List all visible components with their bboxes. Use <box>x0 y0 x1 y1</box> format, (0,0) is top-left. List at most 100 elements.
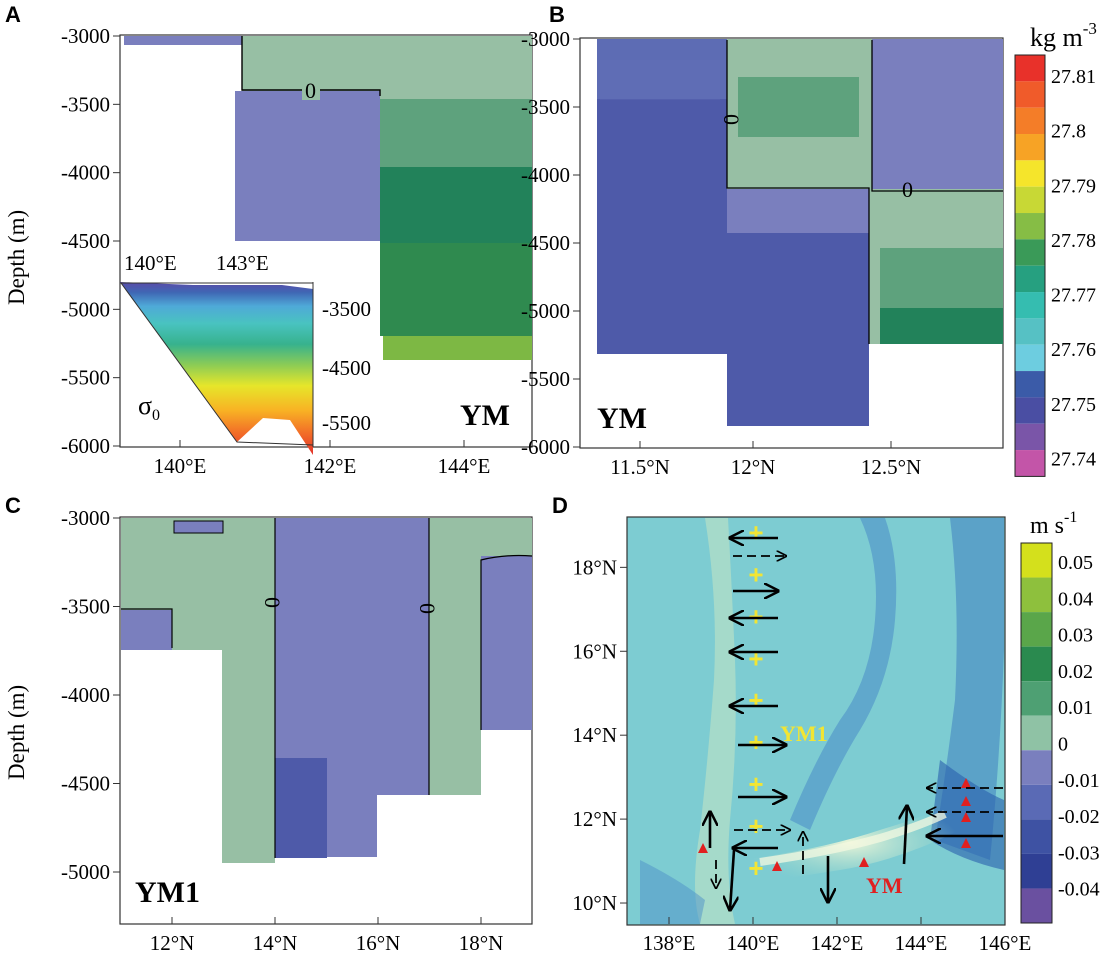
colorbar-velocity-unit: m s-1 <box>1030 509 1077 539</box>
panel-d: D 138°E 140°E 142°E 144°E 146°E 18°N 16°N 14°N… <box>552 493 1100 955</box>
panel-a-ytick-label: -4000 <box>61 161 110 185</box>
colorbar-density-swatch <box>1015 81 1045 108</box>
panel-d-ytick-label: 16°N <box>572 639 617 663</box>
panel-d-ytick-label: 18°N <box>572 555 617 579</box>
panel-b-zero-contour-2 <box>871 40 1003 192</box>
colorbar-velocity-tick: 0.01 <box>1058 697 1093 719</box>
ym1-station-marker: + <box>748 559 763 589</box>
map-label-ym1: YM1 <box>780 721 828 746</box>
ym1-station-marker: + <box>748 601 763 631</box>
colorbar-density: 27.81 27.8 27.79 27.78 27.77 27.76 27.75 27.74 <box>1014 54 1096 477</box>
colorbar-density-swatch <box>1015 450 1045 477</box>
current-arrows <box>710 538 1003 910</box>
panel-a-title: YM <box>460 399 510 432</box>
panel-d-xtick-label: 146°E <box>979 931 1032 955</box>
panel-c-fill-green-right <box>429 518 481 795</box>
inset-section-fill <box>120 282 313 455</box>
colorbar-density-tick: 27.76 <box>1051 339 1096 361</box>
colorbar-velocity-tick: -0.02 <box>1058 806 1100 828</box>
inset-ytick-2: -5500 <box>322 411 371 435</box>
panel-a-ytick-label: -5000 <box>61 297 110 321</box>
ym-mooring-marker <box>961 796 971 806</box>
colorbar-velocity: 0.05 0.04 0.03 0.02 0.01 0 -0.01 -0.02 -0.03 -0.0… <box>1020 542 1100 924</box>
colorbar-density-swatch <box>1015 397 1045 424</box>
panel-a: A 0 YM Depth (m) -3000 -3500 -4000 -4500 -50… <box>4 2 533 478</box>
panel-a-fill-mid-purple <box>235 91 380 241</box>
panel-b-ytick-label: -3000 <box>521 27 570 51</box>
colorbar-density-swatch <box>1015 318 1045 345</box>
panel-b-zero-contour-1 <box>726 40 870 344</box>
inset-ytick-0: -3500 <box>322 297 371 321</box>
ym1-station-marker: + <box>748 685 763 715</box>
panel-c-fill-green-left <box>222 650 275 863</box>
colorbar-velocity-swatch <box>1021 646 1052 682</box>
colorbar-velocity-tick: 0.03 <box>1058 625 1093 647</box>
colorbar-density-frame <box>1014 54 1046 477</box>
panel-b-ytick-label: -4500 <box>521 231 570 255</box>
panel-b-xtick-label: 12.5°N <box>861 455 921 479</box>
panel-b-contour-label-1: 0 <box>902 177 913 202</box>
colorbar-velocity-swatch <box>1021 784 1052 820</box>
panel-a-ytick-label: -5500 <box>61 366 110 390</box>
colorbar-velocity-tick: -0.03 <box>1058 842 1100 864</box>
ym-mooring-marker <box>961 812 971 822</box>
colorbar-velocity-frame <box>1020 542 1053 924</box>
colorbar-density-swatch <box>1015 371 1045 398</box>
colorbar-density-swatch <box>1015 344 1045 372</box>
panel-b-ytick-label: -6000 <box>521 435 570 459</box>
panel-d-xtick-label: 142°E <box>811 931 864 955</box>
colorbar-density-swatch <box>1015 423 1045 451</box>
panel-b-fill-right-top <box>872 39 1003 189</box>
current-arrow <box>730 849 734 910</box>
panel-a-ylabel: Depth (m) <box>4 210 29 305</box>
panel-a-contour-label: 0 <box>305 78 316 103</box>
panel-c-fill-purple-right <box>481 556 532 730</box>
colorbar-velocity-swatch <box>1021 888 1052 923</box>
colorbar-density-swatch <box>1015 213 1045 240</box>
panel-c-ytick-label: -5000 <box>61 860 110 884</box>
colorbar-density-tick: 27.74 <box>1051 449 1096 471</box>
colorbar-velocity-swatch <box>1021 715 1052 751</box>
colorbar-density-swatch <box>1015 186 1045 214</box>
colorbar-density-tick: 27.75 <box>1051 394 1096 416</box>
panel-b-fill-top-left <box>597 39 727 99</box>
ym-mooring-marker <box>961 778 971 788</box>
colorbar-density-tick: 27.8 <box>1051 121 1086 143</box>
panel-b-contour-label-0: 0 <box>719 114 744 125</box>
colorbar-velocity-swatch <box>1021 543 1052 578</box>
panel-label-c: C <box>5 493 21 518</box>
colorbar-velocity-swatch <box>1021 577 1052 613</box>
map-ridge-crest <box>759 810 947 866</box>
panel-a-fill-top-left <box>124 36 242 45</box>
colorbar-density-tick: 27.78 <box>1051 230 1096 252</box>
ym1-station-marker: + <box>748 643 763 673</box>
colorbar-velocity-tick: 0.02 <box>1058 661 1093 683</box>
inset-bottom-line <box>120 282 314 446</box>
panel-b-fill-center <box>727 189 869 233</box>
inset-ytick-1: -4500 <box>322 356 371 380</box>
colorbar-density-unit: kg m-3 <box>1030 19 1097 52</box>
ym-mooring-marker <box>961 838 971 848</box>
panel-d-ytick-label: 12°N <box>572 807 617 831</box>
panel-b-title: YM <box>597 402 647 435</box>
panel-b-xtick-label: 12°N <box>731 455 776 479</box>
ym-mooring-marker <box>772 861 782 871</box>
colorbar-density-tick: 27.79 <box>1051 175 1096 197</box>
colorbar-density-swatch <box>1015 107 1045 135</box>
panel-c-fill-deep <box>275 758 327 858</box>
panel-c-contour-right <box>480 554 533 730</box>
panel-b-ytick-label: -3500 <box>521 95 570 119</box>
panel-d-ytick-label: 10°N <box>572 891 617 915</box>
panel-label-a: A <box>5 2 21 27</box>
panel-a-xtick-label: 144°E <box>438 454 491 478</box>
ym1-station-marker: + <box>748 727 763 757</box>
colorbar-velocity-swatch <box>1021 819 1052 854</box>
inset-sigma-label: σ0 <box>138 391 160 424</box>
ym-mooring-marker <box>859 857 869 867</box>
colorbar-velocity-swatch <box>1021 612 1052 647</box>
panel-a-ytick-label: -6000 <box>61 434 110 458</box>
map-label-ym: YM <box>866 873 903 898</box>
panel-c-contour-label-0: 0 <box>260 597 285 608</box>
panel-c-ytick-label: -3000 <box>61 506 110 530</box>
